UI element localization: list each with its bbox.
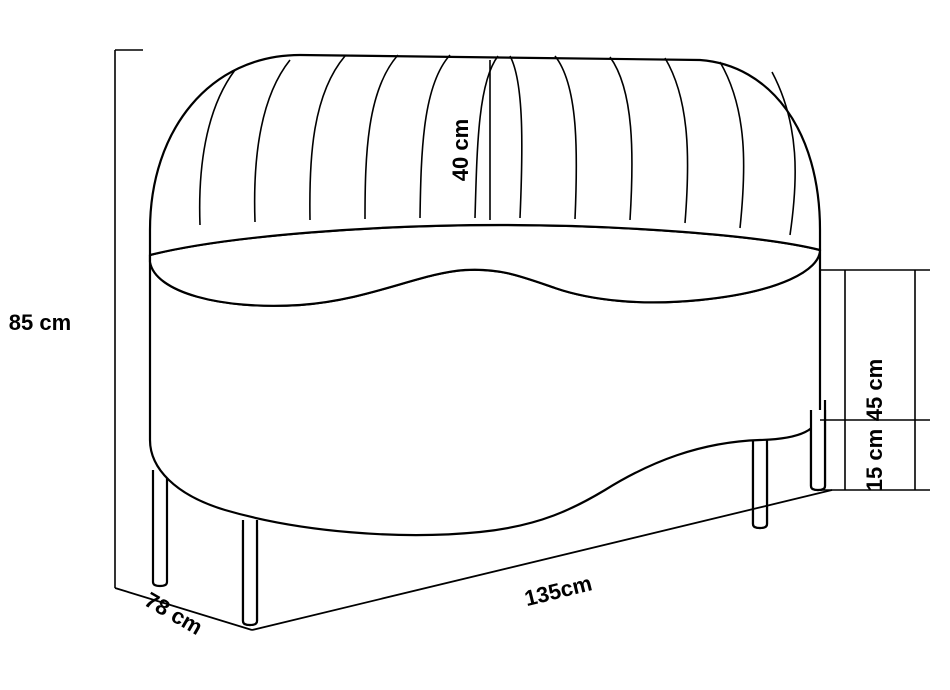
- label-total-height: 85 cm: [9, 310, 71, 335]
- label-depth: 78 cm: [140, 587, 207, 640]
- sofa-leg-front: [243, 530, 257, 625]
- label-seat-height: 45 cm: [862, 359, 887, 421]
- label-back-height: 40 cm: [448, 119, 473, 181]
- label-width: 135cm: [522, 570, 595, 611]
- sofa-leg: [153, 470, 167, 586]
- sofa-dimension-diagram: 85 cm 40 cm 78 cm 135cm 45 cm 15 cm: [0, 0, 950, 690]
- label-leg-height: 15 cm: [862, 429, 887, 491]
- sofa-leg-front: [811, 410, 825, 490]
- sofa-leg-front: [753, 450, 767, 528]
